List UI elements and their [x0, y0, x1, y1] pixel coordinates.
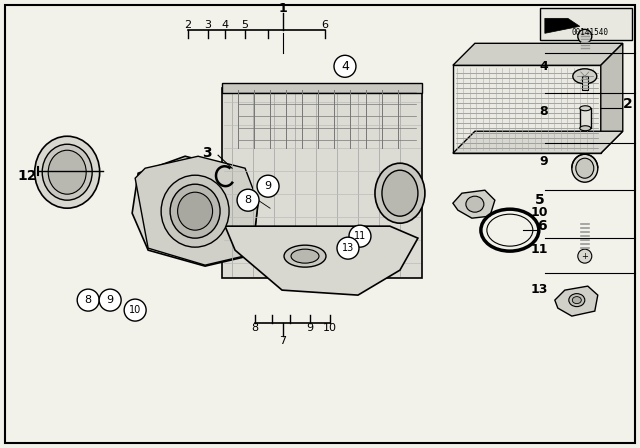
Text: 10: 10 [323, 323, 337, 333]
Bar [582, 76, 588, 90]
Ellipse shape [161, 175, 229, 247]
Text: 9: 9 [264, 181, 271, 191]
Polygon shape [225, 226, 418, 295]
Ellipse shape [580, 106, 591, 111]
Circle shape [578, 29, 592, 43]
Text: 5: 5 [241, 20, 248, 30]
Text: 8: 8 [540, 105, 548, 118]
Text: 3: 3 [205, 20, 212, 30]
Ellipse shape [284, 245, 326, 267]
Circle shape [77, 289, 99, 311]
Polygon shape [601, 43, 623, 153]
Ellipse shape [573, 69, 596, 84]
Bar [580, 108, 591, 128]
Polygon shape [555, 286, 598, 316]
Text: 00141540: 00141540 [572, 28, 608, 37]
Text: 5: 5 [535, 193, 545, 207]
Text: 4: 4 [221, 20, 228, 30]
Ellipse shape [375, 163, 425, 223]
Ellipse shape [48, 150, 86, 194]
Ellipse shape [576, 158, 594, 178]
Text: 7: 7 [280, 336, 287, 346]
Ellipse shape [580, 126, 591, 131]
Circle shape [124, 299, 146, 321]
Text: 1: 1 [278, 2, 287, 15]
Text: 11: 11 [531, 243, 548, 256]
Bar [453, 65, 601, 153]
Text: 4: 4 [341, 60, 349, 73]
Text: 12: 12 [17, 169, 37, 183]
Circle shape [337, 237, 359, 259]
Ellipse shape [178, 192, 212, 230]
Ellipse shape [42, 144, 92, 200]
Circle shape [99, 289, 121, 311]
Text: 11: 11 [354, 231, 366, 241]
Circle shape [349, 225, 371, 247]
Text: 2: 2 [184, 20, 191, 30]
Bar [222, 88, 422, 278]
Ellipse shape [382, 170, 418, 216]
Text: 9: 9 [540, 155, 548, 168]
Text: 10: 10 [129, 305, 141, 315]
Ellipse shape [466, 196, 484, 212]
Text: 6: 6 [321, 20, 328, 30]
Text: 3: 3 [202, 146, 212, 160]
Ellipse shape [35, 136, 100, 208]
Bar [222, 83, 422, 93]
Bar [540, 9, 632, 40]
Text: 8: 8 [84, 295, 92, 305]
Text: 10: 10 [531, 206, 548, 219]
Text: 4: 4 [539, 60, 548, 73]
Circle shape [257, 175, 279, 197]
Text: 13: 13 [342, 243, 354, 253]
Ellipse shape [291, 249, 319, 263]
Ellipse shape [170, 184, 220, 238]
Text: 2: 2 [623, 97, 633, 111]
Text: 8: 8 [244, 195, 252, 205]
Text: 9: 9 [307, 323, 314, 333]
Text: 8: 8 [252, 323, 259, 333]
Ellipse shape [572, 154, 598, 182]
Ellipse shape [572, 297, 581, 304]
Polygon shape [453, 43, 623, 65]
Polygon shape [132, 156, 258, 266]
Text: 13: 13 [531, 283, 548, 296]
Polygon shape [453, 131, 623, 153]
Polygon shape [453, 190, 495, 218]
Ellipse shape [569, 293, 585, 306]
Text: 6: 6 [537, 219, 547, 233]
Text: +: + [581, 252, 588, 261]
Circle shape [334, 55, 356, 78]
Polygon shape [135, 156, 258, 265]
Polygon shape [545, 18, 580, 33]
Circle shape [237, 189, 259, 211]
Text: 9: 9 [107, 295, 114, 305]
Circle shape [578, 249, 592, 263]
